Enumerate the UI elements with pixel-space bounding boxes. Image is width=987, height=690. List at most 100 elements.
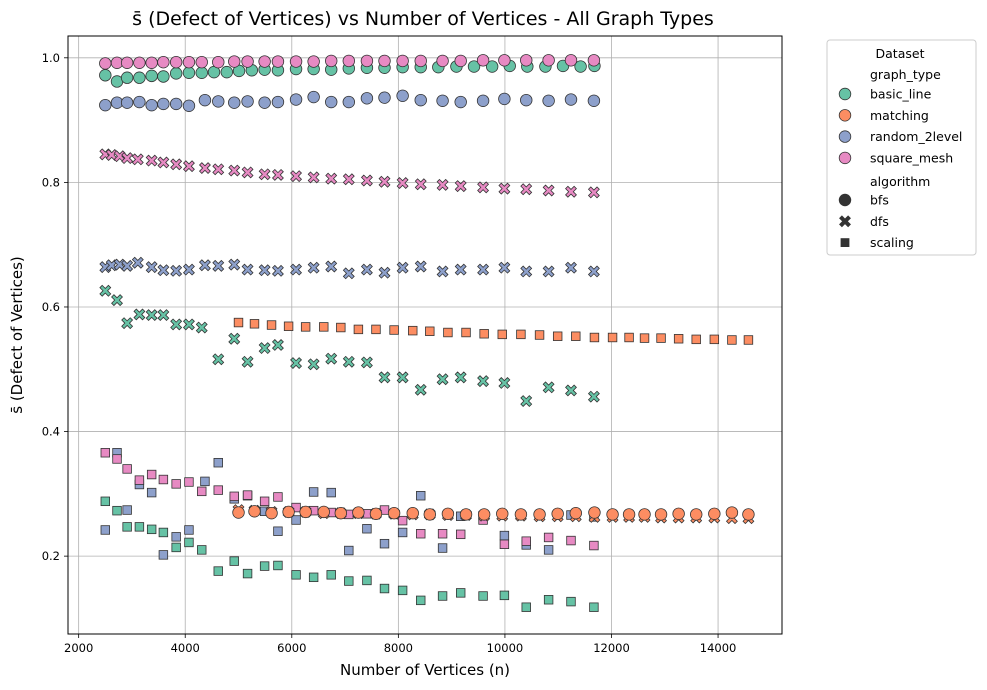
data-point <box>461 327 471 338</box>
series-basic_line-dfs <box>99 284 600 407</box>
data-point <box>397 585 408 596</box>
data-point <box>229 491 239 502</box>
data-point <box>360 174 373 187</box>
data-point <box>543 545 554 555</box>
legend-marker-scaling <box>840 238 850 248</box>
data-point <box>242 568 253 579</box>
data-point <box>436 373 449 386</box>
data-point <box>566 596 576 607</box>
data-point <box>360 92 374 105</box>
data-point <box>212 353 225 366</box>
data-point <box>271 264 284 277</box>
data-point <box>477 508 491 521</box>
data-point <box>213 457 223 468</box>
data-point <box>258 342 271 355</box>
legend-style-title: algorithm <box>870 174 930 189</box>
data-point <box>342 267 355 280</box>
data-point <box>112 505 122 516</box>
data-point <box>574 60 587 73</box>
legend-marker-bfs <box>838 193 852 207</box>
data-point <box>542 54 555 67</box>
data-point <box>122 464 132 474</box>
data-point <box>195 55 208 69</box>
data-point <box>307 358 320 371</box>
data-point <box>121 152 134 165</box>
y-tick-label: 1.0 <box>42 51 60 65</box>
data-point <box>691 334 701 345</box>
data-point <box>326 487 336 498</box>
data-point <box>145 69 158 83</box>
data-point <box>396 371 409 384</box>
x-tick-label: 2000 <box>64 641 93 655</box>
data-point <box>212 163 225 176</box>
data-point <box>587 186 600 199</box>
data-point <box>290 357 303 369</box>
data-point <box>212 55 225 69</box>
data-point <box>476 54 490 67</box>
data-point <box>157 97 170 111</box>
data-point <box>282 505 295 519</box>
series-square_mesh-dfs <box>99 148 600 199</box>
data-point <box>290 263 303 276</box>
data-point <box>498 92 511 106</box>
data-point <box>145 309 158 322</box>
data-point <box>352 506 365 519</box>
axis-ticks: 2000 4000 6000 8000 10000 12000 14000 0.2 0.4 0.6… <box>42 51 737 655</box>
data-point <box>371 324 381 335</box>
data-point <box>171 532 181 542</box>
data-point <box>157 309 170 322</box>
data-point <box>283 321 294 331</box>
data-point <box>258 55 271 68</box>
data-point <box>589 540 599 551</box>
data-point <box>120 56 134 69</box>
data-point <box>241 95 254 108</box>
data-point <box>273 560 283 571</box>
data-point <box>213 485 223 495</box>
data-point <box>100 496 110 507</box>
data-point <box>228 258 241 271</box>
data-point <box>624 332 634 343</box>
data-point <box>467 60 481 73</box>
data-point <box>342 173 355 186</box>
legend-label-random_2level: random_2level <box>870 129 962 144</box>
data-point <box>406 506 419 520</box>
data-point <box>638 508 651 521</box>
data-point <box>99 69 112 82</box>
data-point <box>157 264 170 277</box>
data-point <box>271 95 285 109</box>
x-tick-label: 12000 <box>593 641 630 655</box>
data-point <box>520 183 533 196</box>
data-point <box>362 575 372 586</box>
data-point <box>414 178 427 191</box>
data-point <box>436 265 449 278</box>
data-point <box>589 602 599 612</box>
data-point <box>308 572 319 583</box>
data-point <box>307 261 320 274</box>
data-point <box>387 506 401 520</box>
legend-label-dfs: dfs <box>870 214 889 229</box>
data-point <box>131 153 144 166</box>
legend-label-matching: matching <box>870 108 929 123</box>
data-point <box>325 95 338 109</box>
data-point <box>241 55 254 68</box>
data-point <box>259 496 270 507</box>
data-point <box>708 507 721 520</box>
data-point <box>182 318 195 331</box>
data-point <box>112 454 122 464</box>
data-point <box>454 54 467 68</box>
data-point <box>325 352 338 365</box>
data-point <box>397 515 408 526</box>
data-point <box>497 329 507 340</box>
data-point <box>134 475 145 485</box>
data-point <box>289 55 303 68</box>
data-point <box>690 508 703 521</box>
data-point <box>414 93 427 107</box>
data-point <box>228 164 241 177</box>
legend-marker-matching <box>838 109 852 122</box>
data-point <box>182 263 195 276</box>
data-point <box>242 490 253 500</box>
data-point <box>258 264 271 277</box>
data-point <box>520 265 533 278</box>
data-point <box>542 184 555 197</box>
